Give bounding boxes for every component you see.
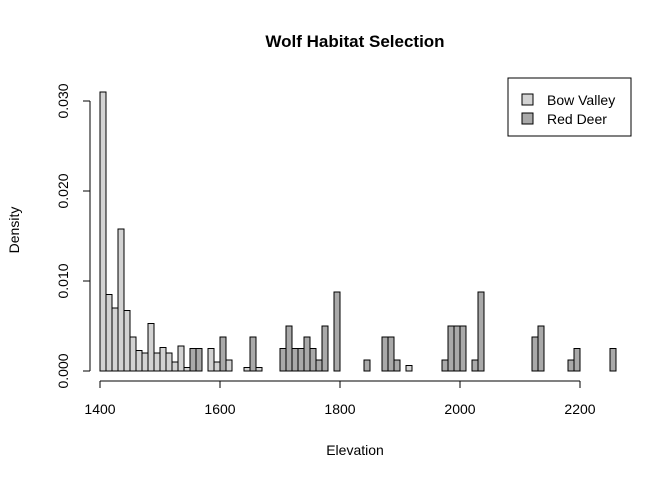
legend: Bow Valley Red Deer bbox=[507, 77, 632, 137]
bar-bow-valley-1610 bbox=[225, 359, 233, 372]
bar-red-deer-1770 bbox=[321, 325, 329, 372]
bar-red-deer-1710 bbox=[285, 325, 293, 372]
bar-bow-valley-1410 bbox=[105, 294, 113, 372]
bar-red-deer-1550 bbox=[189, 348, 197, 372]
bar-bow-valley-1440 bbox=[123, 310, 131, 372]
bar-bow-valley-1640 bbox=[243, 366, 251, 372]
bar-red-deer-2020 bbox=[471, 359, 479, 372]
bar-red-deer-1750 bbox=[309, 348, 317, 372]
bar-red-deer-2130 bbox=[537, 325, 545, 372]
bar-red-deer-1980 bbox=[447, 325, 455, 372]
y-axis: 0.000 0.010 0.020 0.030 bbox=[55, 83, 91, 389]
bar-bow-valley-1510 bbox=[165, 352, 173, 372]
bar-bow-valley-1590 bbox=[213, 361, 221, 372]
bar-bow-valley-1430 bbox=[117, 228, 125, 372]
bar-red-deer-1700 bbox=[279, 348, 287, 372]
bar-red-deer-1650 bbox=[249, 336, 257, 372]
x-tick-label-1600: 1600 bbox=[204, 401, 235, 417]
bar-red-deer-1600 bbox=[219, 336, 227, 372]
legend-label-bow-valley: Bow Valley bbox=[547, 92, 615, 108]
x-tick-label-2200: 2200 bbox=[564, 401, 595, 417]
bar-bow-valley-1580 bbox=[207, 348, 215, 372]
y-tick-label-0.010: 0.010 bbox=[55, 263, 71, 298]
bar-red-deer-1730 bbox=[297, 348, 305, 372]
legend-swatch-red-deer bbox=[521, 112, 534, 125]
bar-red-deer-1720 bbox=[291, 348, 299, 372]
y-axis-label: Density bbox=[6, 207, 22, 254]
x-tick-label-1800: 1800 bbox=[324, 401, 355, 417]
bar-red-deer-1880 bbox=[387, 336, 395, 372]
y-tick-label-0.020: 0.020 bbox=[55, 173, 71, 208]
bar-red-deer-2000 bbox=[459, 325, 467, 372]
series-bow-valley-bars bbox=[99, 91, 413, 372]
bar-red-deer-1740 bbox=[303, 336, 311, 372]
bar-red-deer-1560 bbox=[195, 348, 203, 372]
bar-red-deer-2120 bbox=[531, 336, 539, 372]
x-tick-label-2000: 2000 bbox=[444, 401, 475, 417]
legend-label-red-deer: Red Deer bbox=[547, 111, 607, 127]
bar-bow-valley-1660 bbox=[255, 366, 263, 372]
x-tick-label-1400: 1400 bbox=[84, 401, 115, 417]
x-axis-label: Elevation bbox=[326, 442, 384, 458]
bar-bow-valley-1500 bbox=[159, 347, 167, 372]
bar-bow-valley-1910 bbox=[405, 365, 413, 372]
x-axis: 1400 1600 1800 2000 2200 bbox=[84, 380, 596, 417]
chart-title: Wolf Habitat Selection bbox=[265, 32, 444, 51]
bar-red-deer-2180 bbox=[567, 359, 575, 372]
bar-bow-valley-1480 bbox=[147, 322, 155, 372]
bar-bow-valley-1530 bbox=[177, 345, 185, 372]
bar-bow-valley-1540 bbox=[183, 366, 191, 372]
bar-red-deer-2190 bbox=[573, 348, 581, 372]
bar-red-deer-1840 bbox=[363, 359, 371, 372]
y-tick-label-0.000: 0.000 bbox=[55, 353, 71, 388]
bar-red-deer-1890 bbox=[393, 359, 401, 372]
bar-bow-valley-1460 bbox=[135, 349, 143, 372]
bar-red-deer-2250 bbox=[609, 348, 617, 372]
bar-bow-valley-1490 bbox=[153, 352, 161, 372]
bar-red-deer-1990 bbox=[453, 325, 461, 372]
legend-swatch-bow-valley bbox=[521, 93, 534, 106]
bar-red-deer-1870 bbox=[381, 336, 389, 372]
bar-bow-valley-1520 bbox=[171, 361, 179, 372]
bar-bow-valley-1420 bbox=[111, 307, 119, 372]
series-red-deer-bars bbox=[189, 291, 617, 372]
y-tick-label-0.030: 0.030 bbox=[55, 83, 71, 118]
bar-red-deer-2030 bbox=[477, 291, 485, 372]
bar-red-deer-1790 bbox=[333, 291, 341, 372]
bar-bow-valley-1450 bbox=[129, 336, 137, 372]
bar-red-deer-1760 bbox=[315, 359, 323, 372]
bar-bow-valley-1400 bbox=[99, 91, 107, 372]
bar-bow-valley-1470 bbox=[141, 352, 149, 372]
bar-red-deer-1970 bbox=[441, 359, 449, 372]
legend-box bbox=[507, 77, 632, 137]
